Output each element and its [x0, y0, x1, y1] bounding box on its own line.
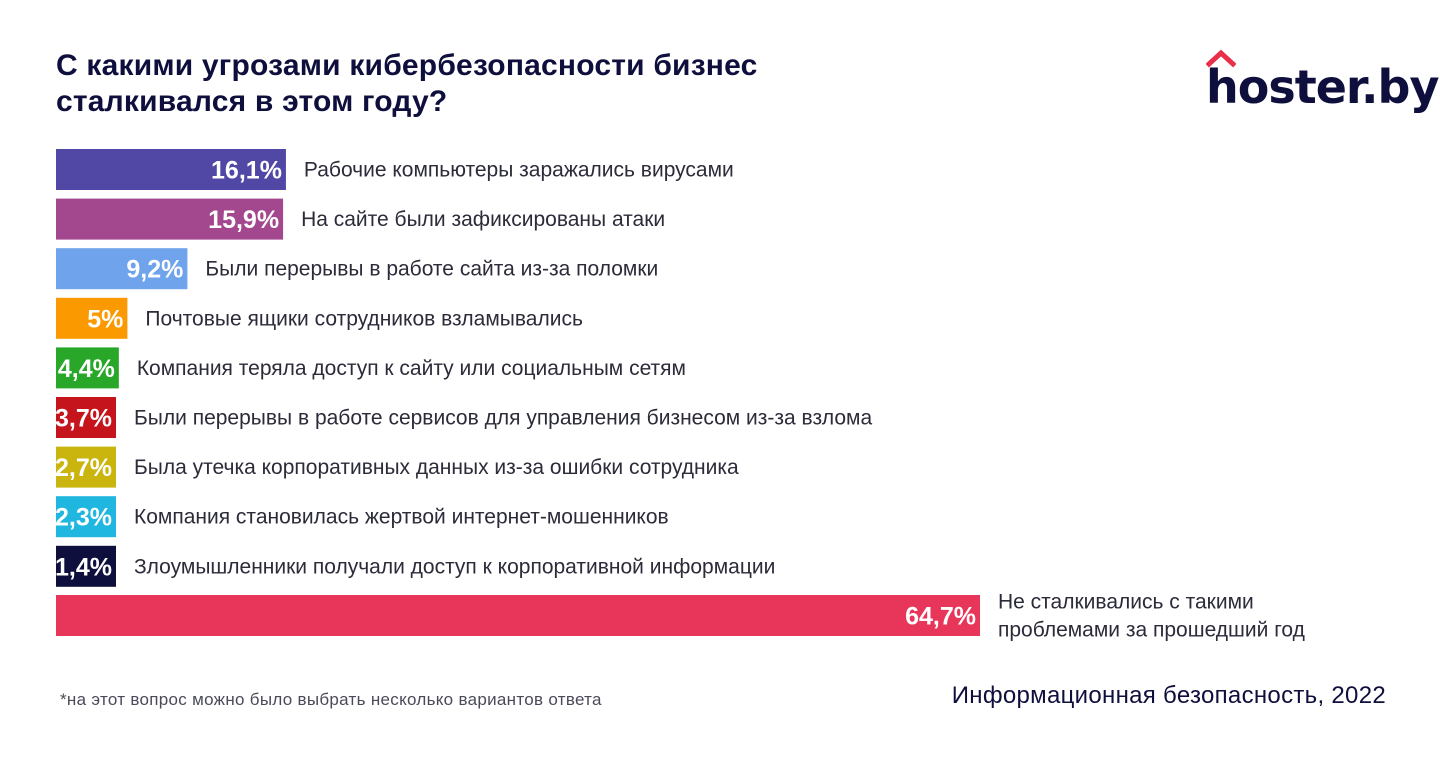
- category-label: Злоумышленники получали доступ к корпора…: [134, 555, 775, 578]
- hoster-by-logo: hoster.by: [1206, 46, 1439, 118]
- bar-value-label: 5%: [87, 305, 123, 333]
- roof-icon: [1206, 49, 1236, 68]
- category-label: Компания становилась жертвой интернет-мо…: [134, 506, 669, 529]
- category-label: Рабочие компьютеры заражались вирусами: [304, 159, 734, 182]
- bar: [56, 198, 284, 240]
- bar-value-label: 64,7%: [905, 603, 976, 631]
- bar: [56, 347, 119, 389]
- roof-icon-shape: [1206, 49, 1236, 68]
- bar: [56, 248, 188, 290]
- chart-title-line-2: сталкивался в этом году?: [56, 85, 448, 118]
- bar: [56, 595, 980, 636]
- bar-value-label: 1,4%: [55, 553, 112, 581]
- chart-title-line-1: С какими угрозами кибербезопасности бизн…: [56, 49, 758, 82]
- chart-title: С какими угрозами кибербезопасности бизн…: [56, 48, 956, 120]
- source-label: Информационная безопасность, 2022: [951, 682, 1386, 709]
- category-label: Почтовые ящики сотрудников взламывались: [145, 307, 583, 330]
- bar: [56, 446, 116, 488]
- bar: [56, 496, 116, 538]
- bar-value-label: 16,1%: [211, 157, 282, 185]
- bar: [56, 149, 286, 190]
- category-label: Была утечка корпоративных данных из-за о…: [134, 456, 739, 479]
- bar-value-label: 9,2%: [126, 256, 183, 284]
- bar-value-label: 15,9%: [208, 206, 279, 234]
- bar: [56, 297, 128, 339]
- bar: [56, 397, 116, 438]
- bar-value-label: 2,7%: [55, 454, 112, 482]
- bar: [56, 545, 116, 587]
- bar-value-label: 2,3%: [55, 504, 112, 532]
- logo-text: hoster.by: [1206, 60, 1439, 114]
- category-label: проблемами за прошедший год: [998, 619, 1305, 642]
- category-label: Были перерывы в работе сайта из-за полом…: [205, 258, 658, 281]
- bar-value-label: 3,7%: [55, 405, 112, 433]
- bar-value-label: 4,4%: [58, 355, 115, 383]
- category-label: Не сталкивались с такими: [998, 591, 1254, 614]
- category-label: Были перерывы в работе сервисов для упра…: [134, 407, 872, 430]
- footnote: *на этот вопрос можно было выбрать неско…: [60, 690, 602, 709]
- category-label: На сайте были зафиксированы атаки: [301, 208, 665, 231]
- category-label: Компания теряла доступ к сайту или социа…: [137, 357, 686, 380]
